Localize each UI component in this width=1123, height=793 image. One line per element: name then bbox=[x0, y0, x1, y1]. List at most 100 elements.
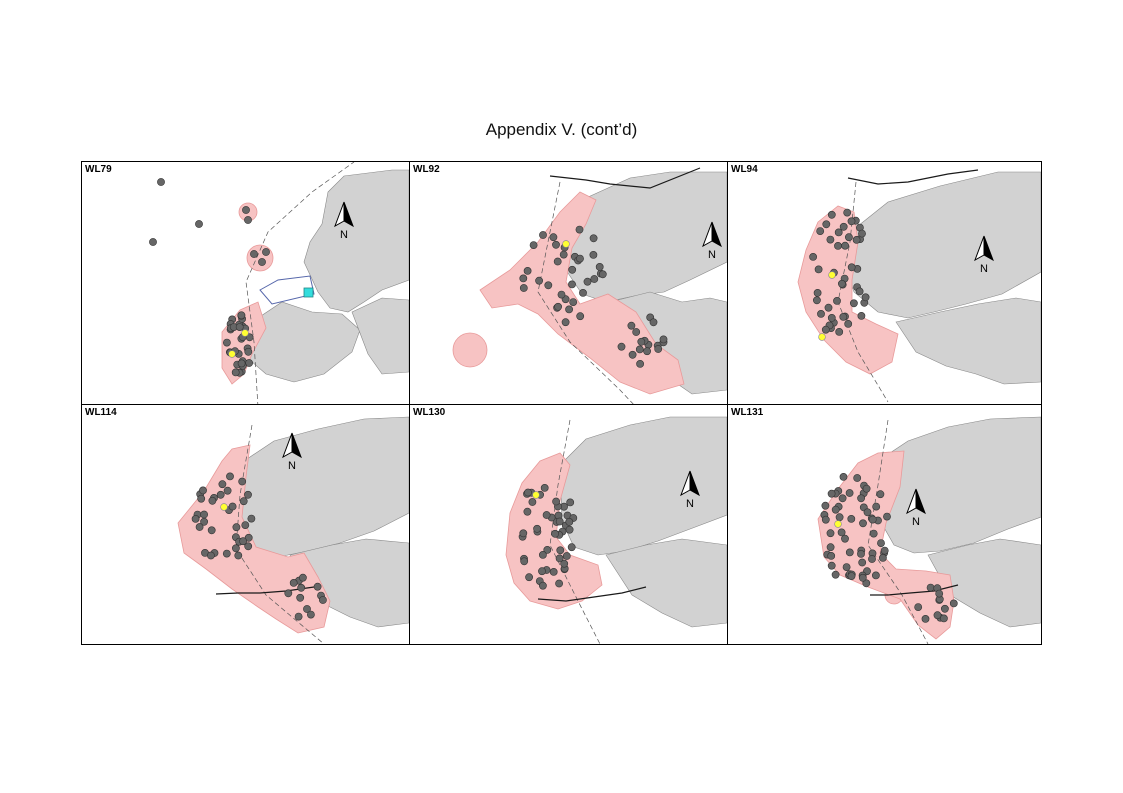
location-point bbox=[827, 551, 836, 560]
location-point bbox=[297, 583, 306, 592]
location-point bbox=[871, 571, 880, 580]
location-point bbox=[827, 489, 836, 498]
location-point bbox=[627, 321, 636, 330]
location-point bbox=[296, 593, 305, 602]
location-point bbox=[827, 313, 836, 322]
north-arrow-right bbox=[983, 235, 994, 262]
north-arrow-label: N bbox=[980, 263, 988, 275]
north-arrow-icon: N bbox=[282, 432, 302, 472]
location-point bbox=[827, 561, 836, 570]
boundary-line bbox=[245, 162, 355, 404]
location-point bbox=[549, 567, 558, 576]
panel-label: WL94 bbox=[731, 164, 758, 175]
location-point bbox=[234, 551, 243, 560]
north-arrow-icon: N bbox=[906, 488, 926, 528]
north-arrow-right bbox=[343, 201, 354, 228]
location-point bbox=[561, 318, 570, 327]
north-arrow-icon: N bbox=[680, 470, 700, 510]
shoreline bbox=[870, 584, 959, 596]
location-point bbox=[247, 514, 256, 523]
location-point bbox=[258, 258, 266, 266]
location-point bbox=[821, 325, 830, 334]
location-point bbox=[566, 498, 575, 507]
location-point bbox=[834, 228, 843, 237]
location-point bbox=[935, 589, 944, 598]
release-point bbox=[220, 503, 228, 511]
location-point bbox=[844, 319, 853, 328]
location-point bbox=[576, 254, 584, 263]
location-point bbox=[877, 539, 885, 547]
release-point bbox=[562, 240, 570, 248]
grid-divider bbox=[82, 404, 1041, 405]
home-range-polygon bbox=[479, 191, 685, 395]
release-point bbox=[532, 491, 540, 499]
location-point bbox=[883, 512, 891, 521]
location-point bbox=[237, 311, 246, 320]
location-point bbox=[835, 327, 844, 336]
panel-label: WL79 bbox=[85, 164, 112, 175]
location-point bbox=[549, 233, 558, 242]
location-point bbox=[590, 275, 599, 283]
location-point bbox=[850, 299, 858, 308]
location-point bbox=[523, 507, 532, 516]
boundary-line bbox=[537, 181, 634, 404]
location-point bbox=[206, 551, 215, 560]
location-point bbox=[576, 312, 585, 321]
location-point bbox=[232, 523, 241, 532]
location-point bbox=[880, 546, 889, 555]
shoreline bbox=[549, 167, 701, 189]
location-point bbox=[567, 543, 576, 552]
location-point bbox=[826, 543, 835, 552]
location-point bbox=[555, 579, 563, 588]
location-point bbox=[926, 583, 935, 592]
location-point bbox=[598, 270, 607, 279]
land-mass bbox=[877, 416, 1041, 554]
location-point bbox=[878, 553, 887, 562]
location-point bbox=[872, 502, 881, 511]
location-point bbox=[533, 524, 541, 533]
location-point bbox=[519, 284, 528, 292]
location-point bbox=[555, 554, 564, 563]
location-point bbox=[827, 210, 836, 219]
location-point bbox=[228, 502, 237, 511]
map-panel-wl130: N WL130 bbox=[410, 405, 727, 644]
location-point bbox=[821, 501, 830, 510]
location-point bbox=[835, 513, 844, 522]
land-mass bbox=[303, 169, 409, 313]
location-point bbox=[636, 359, 644, 368]
map-wl79: N bbox=[149, 162, 409, 404]
north-arrow-icon: N bbox=[702, 221, 722, 261]
location-point bbox=[262, 248, 270, 256]
location-point bbox=[543, 545, 552, 554]
location-point bbox=[222, 549, 231, 558]
panel-label: WL131 bbox=[731, 407, 764, 418]
location-point bbox=[921, 614, 930, 623]
panel-label: WL130 bbox=[413, 407, 446, 418]
location-point bbox=[562, 552, 571, 560]
location-point bbox=[579, 288, 587, 297]
location-point bbox=[568, 265, 577, 274]
location-point bbox=[595, 263, 604, 271]
location-point bbox=[933, 611, 942, 620]
location-point bbox=[817, 309, 825, 318]
location-point bbox=[231, 544, 240, 553]
location-point bbox=[855, 287, 864, 296]
location-point bbox=[869, 529, 878, 538]
location-point bbox=[862, 579, 871, 588]
location-point bbox=[861, 293, 870, 302]
location-point bbox=[542, 511, 551, 519]
location-point bbox=[552, 497, 560, 506]
location-point bbox=[839, 222, 848, 231]
location-point bbox=[298, 573, 307, 582]
location-point bbox=[294, 612, 303, 621]
location-point bbox=[859, 519, 867, 528]
map-panel-wl131: N WL131 bbox=[728, 405, 1041, 644]
location-point bbox=[824, 303, 833, 312]
location-point bbox=[637, 337, 646, 346]
location-point bbox=[813, 288, 822, 297]
location-point bbox=[560, 559, 569, 568]
location-point bbox=[553, 257, 562, 266]
location-point bbox=[557, 290, 566, 299]
location-point bbox=[303, 605, 311, 613]
location-point bbox=[617, 342, 626, 351]
